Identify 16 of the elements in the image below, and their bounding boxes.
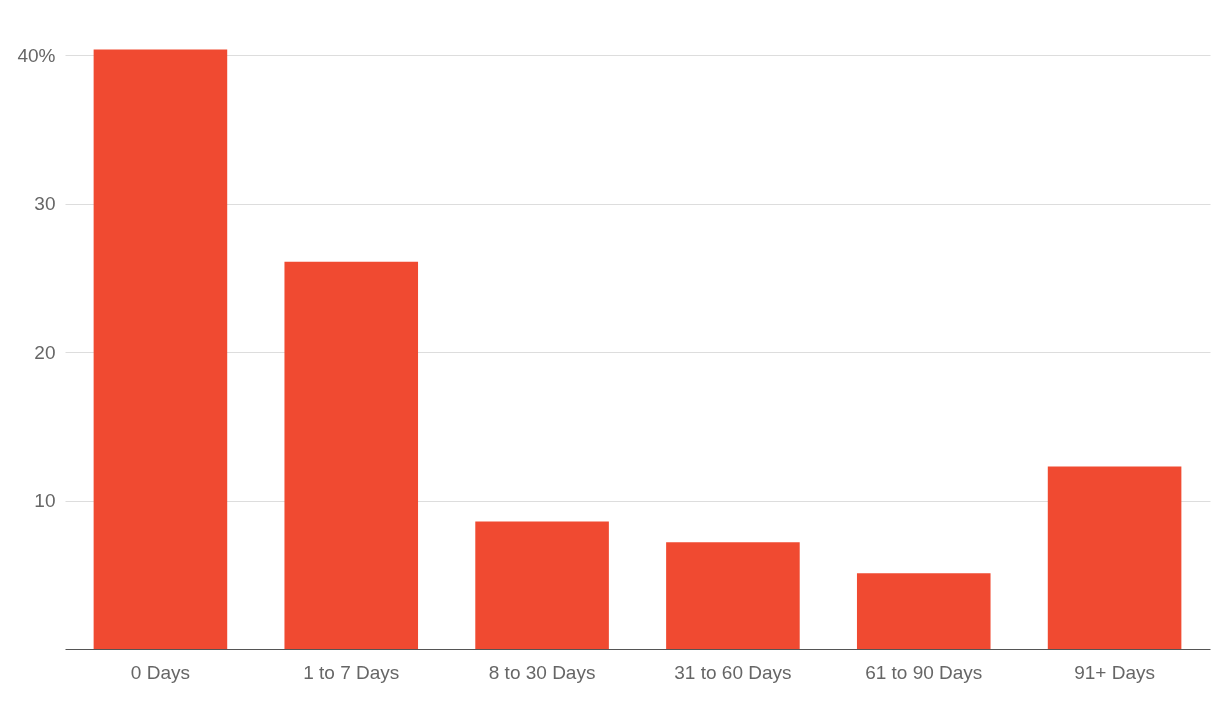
x-tick-label: 0 Days [130,661,190,683]
x-tick-label: 1 to 7 Days [303,661,400,683]
x-tick-label: 91+ Days [1074,661,1155,683]
y-tick-label: 30 [34,193,56,215]
bar [666,542,800,649]
bar [475,521,609,649]
x-tick-label: 31 to 60 Days [674,661,792,683]
y-tick-label: 20 [34,341,56,363]
bar [93,49,228,649]
bar [856,573,991,649]
x-tick-label: 8 to 30 Days [488,661,596,683]
y-tick-label: 10 [34,490,56,512]
bar [1047,466,1182,649]
bar [284,261,419,649]
x-tick-label: 61 to 90 Days [865,661,983,683]
y-tick-label: 40% [17,44,56,66]
